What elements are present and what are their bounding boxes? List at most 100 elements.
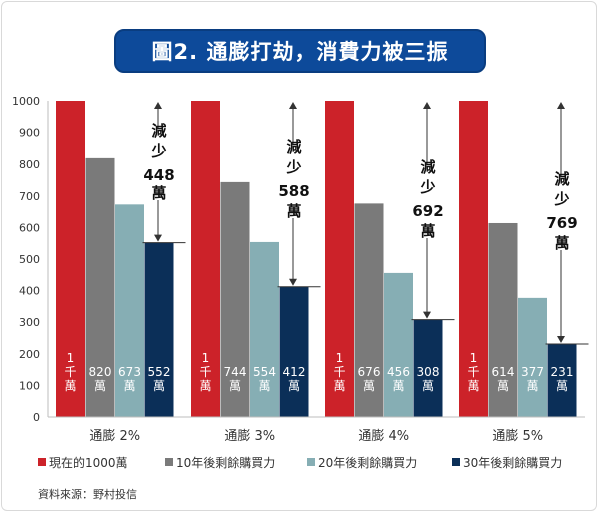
bar-value-label: 千 bbox=[333, 365, 345, 379]
bar-value-label: 1 bbox=[67, 351, 75, 365]
arrow-down-head bbox=[423, 311, 431, 319]
reduction-label: 減 bbox=[286, 138, 301, 156]
reduction-label: 少 bbox=[419, 178, 435, 196]
reduction-label: 減 bbox=[554, 170, 569, 188]
bar-value-label: 萬 bbox=[422, 379, 434, 393]
bar-2-1 bbox=[85, 157, 115, 417]
reduction-label: 少 bbox=[285, 158, 301, 176]
bar-value-label: 千 bbox=[467, 365, 479, 379]
bar-2-2 bbox=[220, 181, 250, 417]
bar-value-label: 萬 bbox=[94, 379, 106, 393]
bar-value-label: 萬 bbox=[497, 379, 509, 393]
arrow-up-head bbox=[289, 102, 297, 109]
y-tick-label: 400 bbox=[19, 285, 40, 298]
bar-value-label: 萬 bbox=[258, 379, 270, 393]
bar-value-label: 1 bbox=[202, 351, 210, 365]
bar-value-label: 744 bbox=[224, 365, 247, 379]
y-tick-label: 1000 bbox=[12, 95, 40, 108]
legend-swatch bbox=[452, 458, 460, 466]
bar-value-label: 萬 bbox=[123, 379, 135, 393]
bar-value-label: 千 bbox=[64, 365, 76, 379]
bar-1-3 bbox=[325, 101, 354, 417]
bar-value-label: 412 bbox=[283, 365, 306, 379]
arrow-down-head bbox=[154, 234, 162, 242]
bar-value-label: 377 bbox=[521, 365, 544, 379]
legend-label: 10年後剩餘購買力 bbox=[176, 455, 275, 470]
bar-value-label: 萬 bbox=[363, 379, 375, 393]
bar-value-label: 231 bbox=[551, 365, 574, 379]
category-label: 通膨 3% bbox=[224, 429, 275, 444]
reduction-label: 減 bbox=[151, 122, 166, 140]
category-label: 通膨 2% bbox=[89, 429, 140, 444]
bar-3-4 bbox=[518, 297, 547, 417]
reduction-label: 少 bbox=[553, 190, 569, 208]
bar-4-2 bbox=[279, 286, 309, 417]
reduction-unit: 萬 bbox=[151, 184, 166, 202]
reduction-unit: 萬 bbox=[286, 202, 301, 220]
legend-label: 30年後剩餘購買力 bbox=[463, 455, 562, 470]
bar-4-1 bbox=[144, 242, 174, 417]
reduction-unit: 萬 bbox=[554, 234, 569, 252]
bar-value-label: 萬 bbox=[526, 379, 538, 393]
legend-swatch bbox=[165, 458, 173, 466]
legend-swatch bbox=[38, 458, 46, 466]
chart-title: 圖2. 通膨打劫，消費力被三振 bbox=[151, 40, 449, 64]
reduction-amount: 448 bbox=[143, 166, 174, 184]
arrow-down-head bbox=[289, 278, 297, 286]
bar-3-3 bbox=[384, 272, 413, 417]
bar-1-1 bbox=[56, 101, 85, 417]
arrow-down-head bbox=[557, 336, 565, 344]
y-tick-label: 900 bbox=[19, 127, 40, 140]
y-tick-label: 0 bbox=[33, 411, 40, 424]
y-tick-label: 500 bbox=[19, 253, 40, 266]
bar-value-label: 萬 bbox=[153, 379, 165, 393]
bar-value-label: 820 bbox=[89, 365, 112, 379]
bar-value-label: 萬 bbox=[467, 379, 479, 393]
bar-value-label: 673 bbox=[118, 365, 141, 379]
bar-1-4 bbox=[459, 101, 488, 417]
y-tick-label: 600 bbox=[19, 221, 40, 234]
category-label: 通膨 4% bbox=[358, 429, 409, 444]
bar-1-2 bbox=[191, 101, 220, 417]
legend-swatch bbox=[307, 458, 315, 466]
y-tick-label: 300 bbox=[19, 316, 40, 329]
legend-label: 20年後剩餘購買力 bbox=[318, 455, 417, 470]
y-tick-label: 800 bbox=[19, 158, 40, 171]
arrow-up-head bbox=[154, 102, 162, 109]
bar-value-label: 萬 bbox=[333, 379, 345, 393]
bar-value-label: 萬 bbox=[288, 379, 300, 393]
bar-value-label: 552 bbox=[148, 365, 171, 379]
reduction-label: 減 bbox=[420, 158, 435, 176]
category-label: 通膨 5% bbox=[492, 429, 543, 444]
bar-value-label: 554 bbox=[253, 365, 276, 379]
y-tick-label: 700 bbox=[19, 190, 40, 203]
bar-4-3 bbox=[413, 319, 443, 417]
source-note: 資料來源：野村投信 bbox=[38, 488, 137, 501]
bar-3-1 bbox=[115, 204, 144, 417]
bar-value-label: 308 bbox=[417, 365, 440, 379]
bar-value-label: 614 bbox=[492, 365, 515, 379]
y-tick-label: 200 bbox=[19, 348, 40, 361]
bar-3-2 bbox=[250, 241, 279, 417]
bar-value-label: 萬 bbox=[392, 379, 404, 393]
bar-value-label: 456 bbox=[387, 365, 410, 379]
bar-value-label: 1 bbox=[470, 351, 478, 365]
title-banner: 圖2. 通膨打劫，消費力被三振 bbox=[114, 29, 486, 73]
bar-4-4 bbox=[547, 344, 577, 417]
bar-value-label: 千 bbox=[199, 365, 211, 379]
reduction-amount: 769 bbox=[546, 214, 577, 232]
reduction-amount: 588 bbox=[278, 182, 309, 200]
bar-value-label: 萬 bbox=[229, 379, 241, 393]
bar-value-label: 萬 bbox=[556, 379, 568, 393]
bar-value-label: 萬 bbox=[64, 379, 76, 393]
bar-2-4 bbox=[488, 222, 518, 417]
bar-value-label: 萬 bbox=[199, 379, 211, 393]
bar-value-label: 1 bbox=[336, 351, 344, 365]
legend-label: 現在的1000萬 bbox=[49, 455, 128, 470]
y-tick-label: 100 bbox=[19, 379, 40, 392]
arrow-up-head bbox=[557, 102, 565, 109]
arrow-up-head bbox=[423, 102, 431, 109]
reduction-amount: 692 bbox=[412, 202, 443, 220]
